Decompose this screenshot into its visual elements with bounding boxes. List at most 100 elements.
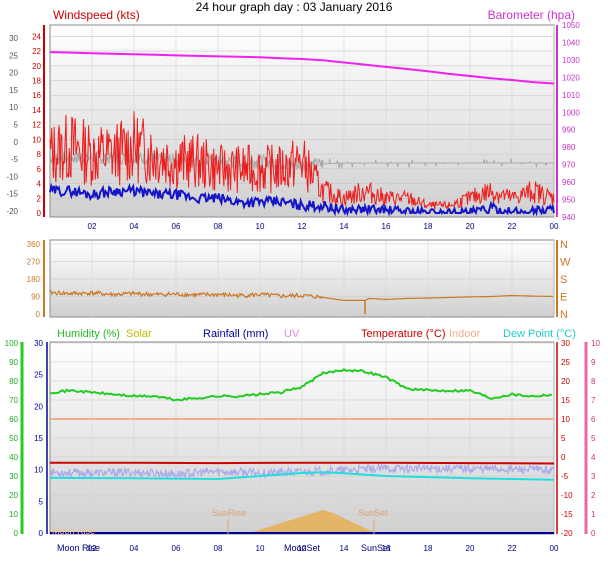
- wind-x-tick-label: 14: [340, 222, 349, 231]
- climate-x-tick-label: 18: [424, 544, 433, 553]
- uv-tick-label: 3: [591, 472, 596, 481]
- climate-gridlines: [50, 342, 555, 534]
- wind-outer-tick-label: 30: [9, 34, 18, 43]
- direction-degree-tick: 180: [27, 275, 41, 284]
- uv-tick-label: 9: [591, 358, 596, 367]
- wind-x-axis: 02 04 06 08 10 12 14 16 18 20 22 00: [88, 222, 559, 231]
- wind-x-tick-label: 18: [424, 222, 433, 231]
- barometer-tick-label: 1000: [562, 108, 580, 117]
- humidity-tick-label: 80: [9, 377, 18, 386]
- rainfall-tick-label: 0: [39, 529, 44, 538]
- rainfall-label: Rainfall (mm): [203, 328, 268, 340]
- humidity-tick-label: 50: [9, 434, 18, 443]
- uv-tick-label: 0: [591, 529, 596, 538]
- windspeed-tick-label: 14: [32, 106, 41, 115]
- temperature-tick-label: 15: [561, 396, 570, 405]
- compass-tick-label: N: [560, 239, 568, 251]
- wind-x-tick-label: 10: [256, 222, 265, 231]
- wind-outer-axis: 30 25 20 15 10 5 0 -5 -10 -15 -20: [6, 34, 18, 216]
- temperature-label: Temperature (°C): [361, 328, 445, 340]
- wind-x-tick-label: 08: [214, 222, 223, 231]
- wind-outer-tick-label: -20: [6, 207, 18, 216]
- wind-x-tick-label: 22: [508, 222, 517, 231]
- wind-outer-tick-label: 20: [9, 69, 18, 78]
- uv-tick-label: 2: [591, 491, 596, 500]
- uv-tick-label: 4: [591, 453, 596, 462]
- sunset-annotation: SunSet: [358, 508, 388, 518]
- direction-line: [49, 289, 553, 301]
- direction-series: [49, 289, 553, 314]
- barometer-tick-label: 980: [562, 143, 576, 152]
- wind-x-tick-label: 04: [130, 222, 139, 231]
- dewpoint-line: [49, 471, 555, 481]
- wind-x-tick-label: 02: [88, 222, 97, 231]
- humidity-label: Humidity (%): [57, 328, 120, 340]
- compass-tick-label: N: [560, 309, 568, 321]
- humidity-tick-label: 100: [5, 339, 19, 348]
- moonset-annotation: MoonSet: [284, 543, 321, 553]
- temperature-tick-label: -15: [561, 510, 573, 519]
- sunset-annotation-bottom: SunSet: [361, 543, 391, 553]
- direction-degree-tick: 270: [27, 258, 41, 267]
- temperature-tick-label: 0: [561, 453, 566, 462]
- wind-x-tick-label: 12: [298, 222, 307, 231]
- wind-outer-tick-label: 5: [14, 121, 19, 130]
- rainfall-tick-label: 30: [34, 339, 43, 348]
- uv-tick-label: 5: [591, 434, 596, 443]
- temperature-tick-label: 30: [561, 339, 570, 348]
- humidity-line: [49, 368, 552, 402]
- temperature-line: [50, 461, 555, 465]
- barometer-tick-label: 1040: [562, 38, 580, 47]
- barometer-label: Barometer (hpa): [488, 8, 575, 22]
- direction-degrees-axis: 360 270 180 90 0: [27, 240, 45, 319]
- wind-scatter-line: [49, 150, 554, 172]
- wind-outer-tick-label: -10: [6, 172, 18, 181]
- temperature-tick-label: 20: [561, 377, 570, 386]
- rainfall-axis: 30 25 20 15 10 5 0: [34, 339, 48, 538]
- graph-title: 24 hour graph day : 03 January 2016: [196, 0, 393, 14]
- windspeed-tick-label: 2: [37, 194, 42, 203]
- windspeed-label: Windspeed (kts): [53, 8, 140, 22]
- wind-outer-tick-label: 10: [9, 103, 18, 112]
- barometer-tick-label: 950: [562, 196, 576, 205]
- uv-tick-label: 7: [591, 396, 596, 405]
- wind-x-tick-label: 16: [382, 222, 391, 231]
- wind-outer-tick-label: -15: [6, 190, 18, 199]
- wind-average-line: [49, 182, 555, 217]
- humidity-tick-label: 0: [14, 529, 19, 538]
- rainfall-tick-label: 20: [34, 402, 43, 411]
- solar-area: [249, 509, 376, 533]
- climate-x-tick-label: 20: [466, 544, 475, 553]
- temperature-tick-label: 25: [561, 358, 570, 367]
- barometer-tick-label: 990: [562, 126, 576, 135]
- temperature-tick-label: -5: [561, 472, 569, 481]
- barometer-tick-label: 1050: [562, 21, 580, 30]
- temperature-tick-label: 10: [561, 415, 570, 424]
- windspeed-tick-label: 10: [32, 135, 41, 144]
- wind-outer-tick-label: 0: [14, 138, 19, 147]
- climate-x-tick-label: 06: [172, 544, 181, 553]
- windspeed-tick-label: 18: [32, 77, 41, 86]
- moonrise-annotation-top: Moon Rise: [52, 526, 95, 536]
- wind-outer-tick-label: 25: [9, 51, 18, 60]
- windspeed-tick-label: 6: [37, 165, 42, 174]
- wind-x-tick-label: 20: [466, 222, 475, 231]
- windspeed-tick-label: 4: [37, 180, 42, 189]
- solar-label: Solar: [126, 328, 152, 340]
- climate-x-tick-label: 22: [508, 544, 517, 553]
- compass-tick-label: W: [560, 257, 571, 269]
- uv-tick-label: 8: [591, 377, 596, 386]
- barometer-tick-label: 1030: [562, 56, 580, 65]
- climate-x-tick-label: 16: [382, 544, 391, 553]
- windspeed-tick-label: 12: [32, 121, 41, 130]
- wind-outer-tick-label: 15: [9, 86, 18, 95]
- humidity-tick-label: 30: [9, 472, 18, 481]
- climate-x-tick-label: 08: [214, 544, 223, 553]
- compass-tick-label: S: [560, 274, 567, 286]
- temperature-axis: 30 25 20 15 10 5 0 -5 -10 -15 -20: [556, 339, 573, 538]
